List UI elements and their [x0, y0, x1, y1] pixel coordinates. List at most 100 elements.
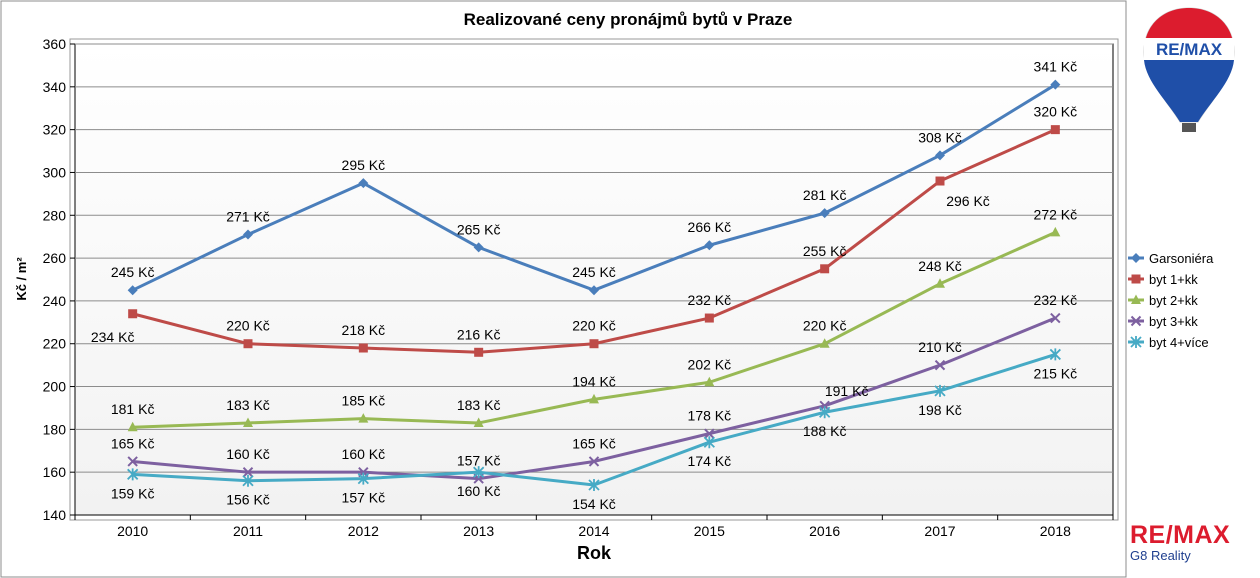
legend-marker [1130, 336, 1142, 348]
data-label: 202 Kč [688, 356, 732, 372]
data-point [128, 309, 138, 319]
data-point [588, 479, 600, 492]
series-1 [128, 125, 1060, 357]
data-label: 165 Kč [111, 435, 155, 451]
legend-item: byt 2+kk [1128, 293, 1198, 308]
data-point [589, 285, 599, 296]
data-point [589, 339, 599, 349]
legend: Garsoniéra byt 1+kk byt 2+kk byt 3+kk byt 4+… [1128, 251, 1214, 350]
data-label: 248 Kč [918, 258, 962, 274]
y-tick-label: 280 [43, 207, 67, 223]
x-tick-label: 2010 [117, 523, 148, 539]
legend-marker [1131, 253, 1141, 263]
data-point [242, 466, 254, 478]
data-point [704, 313, 714, 323]
data-point [819, 208, 830, 219]
data-point [820, 264, 830, 274]
data-label: 165 Kč [572, 435, 616, 451]
data-label: 245 Kč [572, 264, 616, 280]
data-point [819, 406, 831, 419]
data-label: 156 Kč [226, 492, 270, 508]
y-tick-label: 260 [43, 250, 67, 266]
data-point [127, 456, 138, 467]
data-point [357, 472, 369, 485]
y-tick-label: 180 [43, 421, 67, 437]
data-label: 160 Kč [226, 446, 270, 462]
data-label: 174 Kč [688, 453, 732, 469]
data-label: 160 Kč [342, 446, 386, 462]
data-point [1050, 125, 1060, 135]
remax-footer-name: RE/MAX [1130, 521, 1231, 549]
data-label: 281 Kč [803, 187, 847, 203]
data-point [589, 393, 599, 404]
data-label: 183 Kč [226, 397, 270, 413]
legend-label: byt 3+kk [1149, 314, 1198, 329]
data-label: 178 Kč [688, 408, 732, 424]
data-point [127, 421, 138, 432]
y-tick-label: 300 [43, 164, 67, 180]
legend-marker [1131, 294, 1141, 304]
data-point [358, 413, 369, 423]
data-label: 271 Kč [226, 209, 270, 225]
y-tick-label: 340 [43, 79, 67, 95]
data-label: 341 Kč [1034, 59, 1078, 75]
series-3 [127, 312, 1061, 484]
remax-footer-logo: RE/MAX G8 Reality [1130, 522, 1248, 563]
plot-area-frame [69, 38, 1119, 521]
data-label: 215 Kč [1034, 365, 1078, 381]
chart-title: Realizované ceny pronájmů bytů v Praze [464, 10, 793, 29]
data-point [703, 436, 715, 449]
y-tick-label: 360 [43, 36, 67, 52]
data-label: 255 Kč [803, 243, 847, 259]
data-point [934, 359, 946, 371]
data-label: 157 Kč [457, 453, 501, 469]
legend-marker [1130, 315, 1142, 327]
legend-label: Garsoniéra [1149, 251, 1214, 266]
data-label: 232 Kč [688, 292, 732, 308]
data-point [935, 150, 945, 161]
legend-item: byt 3+kk [1128, 314, 1198, 329]
data-point [1050, 312, 1061, 324]
data-label: 220 Kč [226, 318, 270, 334]
data-point [819, 338, 830, 348]
y-tick-label: 160 [43, 464, 67, 480]
data-label: 220 Kč [803, 318, 847, 334]
data-point [358, 178, 369, 189]
data-label: 194 Kč [572, 373, 616, 389]
x-tick-label: 2018 [1040, 523, 1071, 539]
x-axis-ticks: 2010 2011 2012 2013 2014 2015 2016 2017 2018 [74, 515, 1114, 539]
data-label: 234 Kč [91, 329, 135, 345]
y-tick-label: 240 [43, 293, 67, 309]
data-label: 154 Kč [572, 496, 616, 512]
data-label: 183 Kč [457, 397, 501, 413]
data-point [1049, 348, 1061, 361]
balloon-text: RE/MAX [1156, 40, 1223, 59]
y-tick-label: 220 [43, 336, 67, 352]
data-label: 232 Kč [1034, 292, 1078, 308]
data-point [243, 229, 253, 240]
data-point [934, 384, 946, 397]
legend-label: byt 2+kk [1149, 293, 1198, 308]
legend-marker [1131, 274, 1141, 284]
data-label: 308 Kč [918, 129, 962, 145]
data-label: 210 Kč [918, 339, 962, 355]
legend-item: byt 4+více [1128, 335, 1209, 350]
data-label: 245 Kč [111, 264, 155, 280]
data-point [473, 242, 484, 253]
data-point [473, 417, 484, 427]
data-label: 160 Kč [457, 483, 501, 499]
data-point [243, 417, 253, 427]
data-point [127, 285, 138, 296]
data-label: 157 Kč [342, 490, 386, 506]
y-tick-label: 140 [43, 507, 67, 523]
series-2 [127, 226, 1061, 432]
x-tick-label: 2014 [578, 523, 609, 539]
data-point [935, 278, 945, 288]
data-point [588, 456, 600, 467]
legend-label: byt 1+kk [1149, 272, 1198, 287]
x-tick-label: 2011 [233, 523, 263, 539]
data-label: 220 Kč [572, 318, 616, 334]
data-point [704, 240, 715, 251]
data-point [473, 466, 485, 479]
